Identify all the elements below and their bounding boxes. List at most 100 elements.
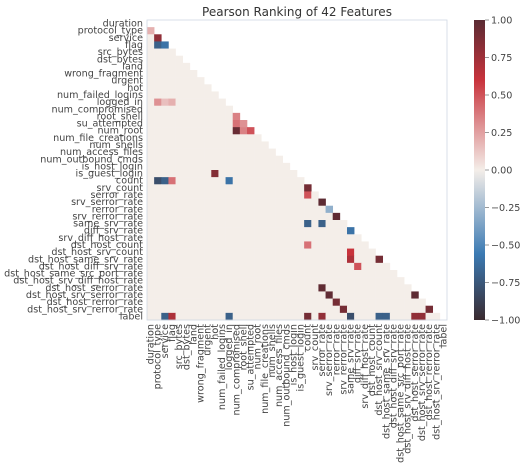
heatmap-cell xyxy=(325,270,334,278)
heatmap-cell xyxy=(418,305,426,314)
heatmap-cell xyxy=(218,298,226,307)
heatmap-cell xyxy=(147,91,155,99)
heatmap-cell xyxy=(154,205,162,214)
heatmap-cell xyxy=(147,55,155,64)
heatmap-cell xyxy=(175,91,184,99)
heatmap-cell xyxy=(218,120,226,128)
heatmap-cell xyxy=(375,270,384,278)
heatmap-cell xyxy=(182,148,191,157)
heatmap-cell xyxy=(182,205,191,214)
heatmap-cell xyxy=(189,277,198,285)
heatmap-cell xyxy=(225,148,234,157)
heatmap-cell xyxy=(218,184,226,192)
heatmap-cell xyxy=(332,298,341,307)
heatmap-cell xyxy=(354,255,362,264)
heatmap-cell xyxy=(147,184,155,192)
heatmap-cell xyxy=(161,255,169,264)
colorbar-tick-label: 0.00 xyxy=(491,166,512,177)
heatmap-cell xyxy=(275,255,284,264)
heatmap-cell xyxy=(361,291,369,299)
heatmap-cell xyxy=(189,198,198,207)
heatmap-cell xyxy=(382,284,391,292)
x-tick-label: num_file_creations xyxy=(260,324,271,414)
heatmap-cell xyxy=(239,241,248,249)
heatmap-cell xyxy=(247,134,255,142)
y-tick-label: urgent xyxy=(111,76,143,87)
heatmap-cell xyxy=(218,277,226,285)
heatmap-cell xyxy=(347,284,355,292)
heatmap-cell xyxy=(289,312,298,321)
heatmap-cell xyxy=(239,277,248,285)
heatmap-cell xyxy=(211,220,219,228)
heatmap-cell xyxy=(204,84,212,92)
heatmap-cell xyxy=(154,34,162,42)
heatmap-cell xyxy=(161,184,169,192)
heatmap-cell xyxy=(325,291,334,299)
heatmap-cell xyxy=(161,220,169,228)
heatmap-cell xyxy=(347,227,355,235)
heatmap-cell xyxy=(239,312,248,321)
heatmap-cell xyxy=(161,70,169,78)
heatmap-cell xyxy=(275,227,284,235)
heatmap-cell xyxy=(225,234,234,242)
heatmap-cell xyxy=(225,184,234,192)
heatmap-cell xyxy=(147,134,155,142)
heatmap-cell xyxy=(297,270,305,278)
heatmap-cell xyxy=(297,291,305,299)
y-tick-label: src_bytes xyxy=(98,47,143,58)
heatmap-cell xyxy=(311,291,319,299)
heatmap-cell xyxy=(311,305,319,314)
heatmap-cell xyxy=(275,298,284,307)
heatmap-cell xyxy=(354,234,362,242)
heatmap-cell xyxy=(189,70,198,78)
colorbar xyxy=(474,20,485,320)
heatmap-cell xyxy=(147,48,155,57)
y-tick-label: su_attempted xyxy=(77,119,143,130)
heatmap-cell xyxy=(318,212,326,221)
heatmap-cell xyxy=(218,105,226,114)
heatmap-cell xyxy=(254,170,262,178)
heatmap-cell xyxy=(197,127,205,135)
heatmap-cell xyxy=(368,284,376,292)
heatmap-cell xyxy=(161,62,169,71)
heatmap-cell xyxy=(189,205,198,214)
y-tick-label: dst_host_same_src_port_rate xyxy=(4,269,143,280)
heatmap-cell xyxy=(247,127,255,135)
heatmap-cell xyxy=(168,134,176,142)
heatmap-cell xyxy=(232,148,241,157)
heatmap-cell xyxy=(232,162,241,171)
heatmap-cell xyxy=(275,184,284,192)
heatmap-cell xyxy=(289,198,298,207)
heatmap-cell xyxy=(268,220,276,228)
heatmap-cell xyxy=(247,234,255,242)
x-tick-label: is_host_login xyxy=(288,324,299,385)
y-tick-label: count xyxy=(116,176,143,187)
heatmap-cell xyxy=(225,134,234,142)
heatmap-cell xyxy=(232,305,241,314)
heatmap-cell xyxy=(197,305,205,314)
heatmap-cell xyxy=(189,91,198,99)
heatmap-cell xyxy=(211,127,219,135)
heatmap-cell xyxy=(311,270,319,278)
heatmap-cell xyxy=(168,184,176,192)
heatmap-cell xyxy=(197,98,205,107)
heatmap-cell xyxy=(218,227,226,235)
heatmap-cell xyxy=(189,127,198,135)
heatmap-cell xyxy=(189,255,198,264)
heatmap-cell xyxy=(168,112,176,121)
heatmap-cell xyxy=(418,312,426,321)
heatmap-cell xyxy=(304,191,312,199)
heatmap-cell xyxy=(289,277,298,285)
heatmap-cell xyxy=(189,162,198,171)
heatmap-cell xyxy=(154,305,162,314)
heatmap-cell xyxy=(254,298,262,307)
x-tick-label: su_attempted xyxy=(246,324,257,390)
heatmap-cell xyxy=(147,227,155,235)
heatmap-cell xyxy=(154,120,162,128)
heatmap-cell xyxy=(182,84,191,92)
heatmap-cell xyxy=(189,141,198,149)
heatmap-cell xyxy=(197,177,205,185)
colorbar-ticks: 1.00 0.75 0.50 0.25 0.00 −0.25 −0.50 −0.75 −1.00 xyxy=(485,16,520,327)
heatmap-cell xyxy=(297,227,305,235)
